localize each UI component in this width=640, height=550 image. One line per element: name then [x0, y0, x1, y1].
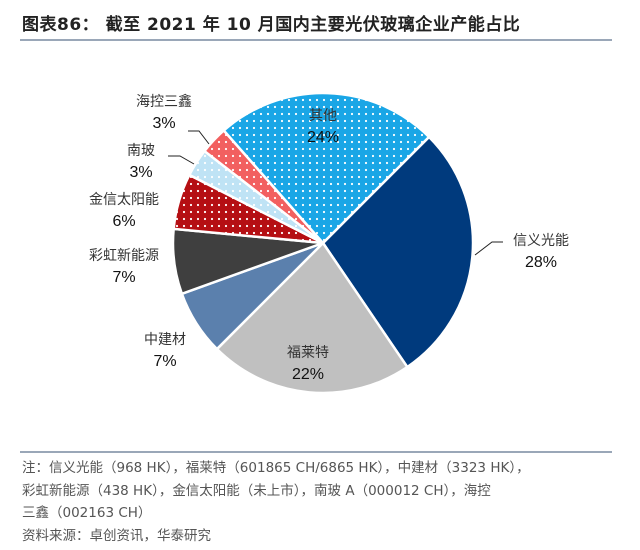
note-line-3: 三鑫（002163 CH）	[22, 505, 152, 521]
leader-line-xinyi	[474, 241, 503, 256]
footer-divider	[20, 451, 612, 453]
label-other: 其他 24%	[306, 108, 340, 146]
pie-slice-pattern	[223, 93, 430, 243]
source-line: 资料来源：卓创资讯，华泰研究	[22, 527, 211, 544]
pie-slice	[321, 135, 475, 369]
label-nanbo: 南玻 3%	[127, 143, 155, 181]
label-xinyi: 信义光能 28%	[513, 233, 569, 271]
label-zhongjiancai: 中建材 7%	[144, 332, 186, 370]
label-jinxin: 金信太阳能 6%	[89, 192, 159, 230]
label-fulaite: 福莱特 22%	[287, 345, 329, 383]
leader-line-nanbo	[168, 155, 195, 165]
label-caihong: 彩虹新能源 7%	[89, 248, 159, 286]
note-line-1: 注：信义光能（968 HK），福莱特（601865 CH/6865 HK），中建…	[22, 460, 530, 476]
chart-title: 图表86： 截至 2021 年 10 月国内主要光伏玻璃企业产能占比	[22, 15, 521, 35]
title-divider	[20, 39, 612, 41]
pie-slice	[215, 241, 410, 395]
pie-slice-pattern	[204, 130, 323, 243]
label-haikong: 海控三鑫 3%	[136, 94, 192, 132]
pie-slice-pattern	[189, 151, 323, 243]
pie-slice-pattern	[173, 174, 323, 243]
note-line-2: 彩虹新能源（438 HK），金信太阳能（未上市），南玻 A（000012 CH）…	[22, 482, 491, 499]
pie-chart	[168, 91, 503, 395]
footnotes: 注：信义光能（968 HK），福莱特（601865 CH/6865 HK），中建…	[22, 457, 622, 547]
leader-line-haikong	[188, 130, 210, 145]
